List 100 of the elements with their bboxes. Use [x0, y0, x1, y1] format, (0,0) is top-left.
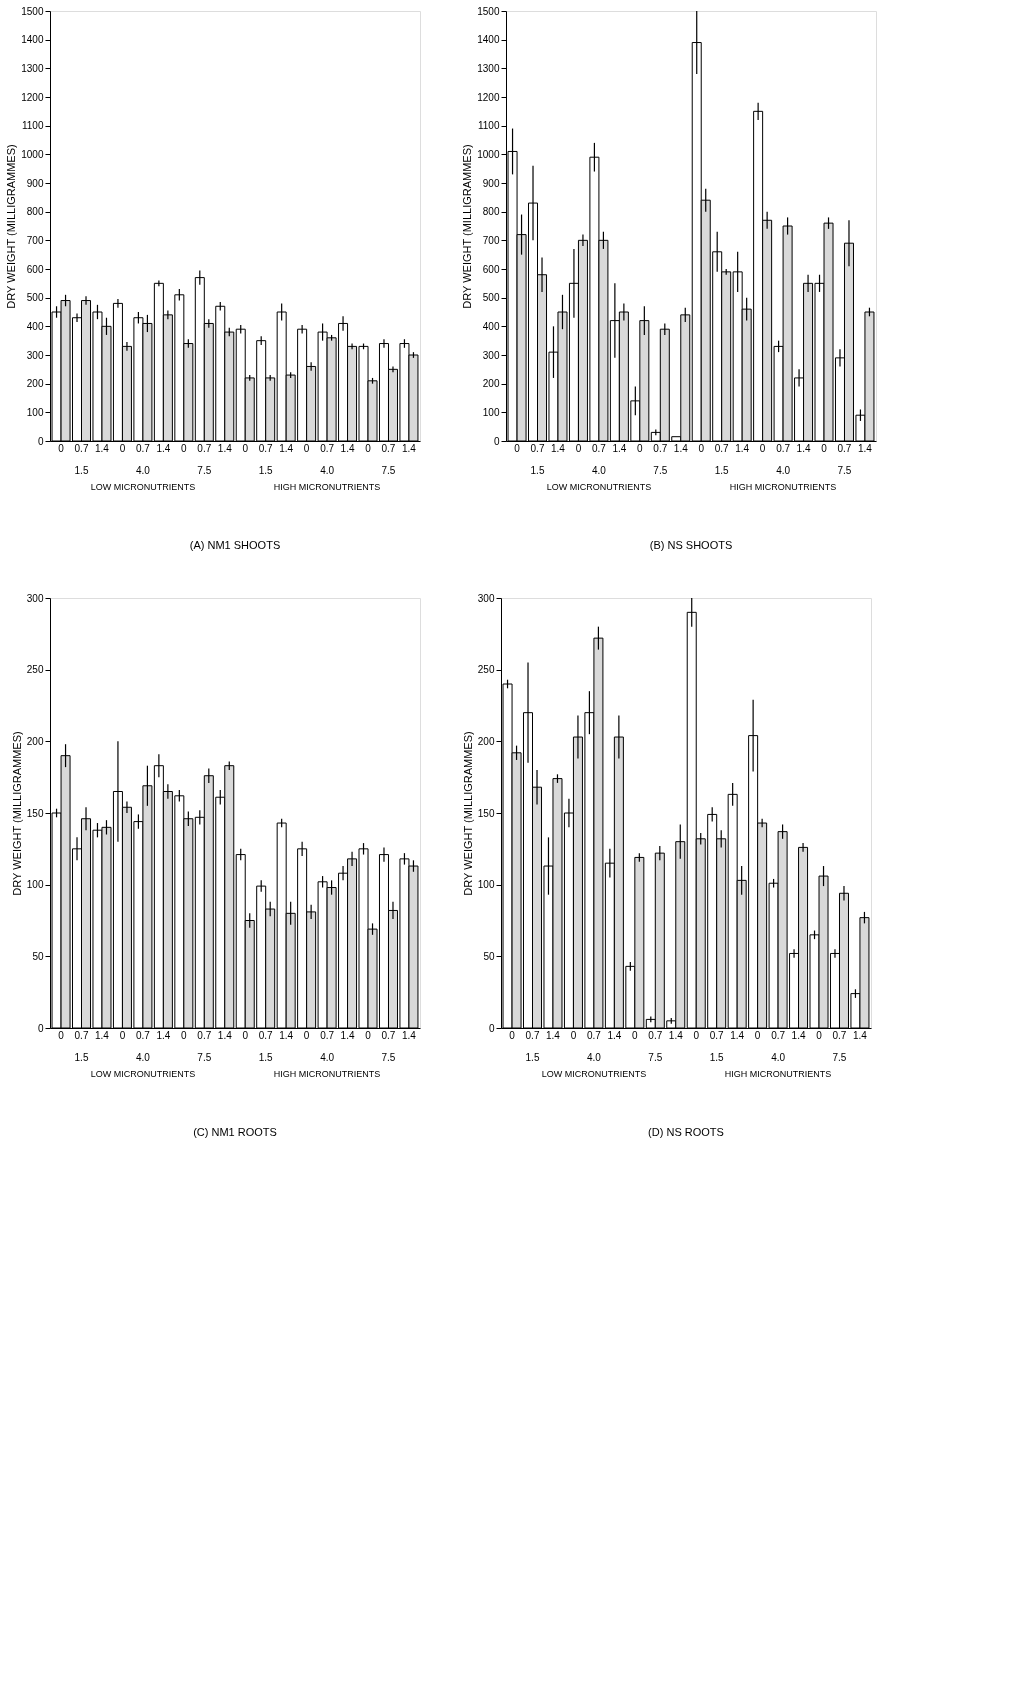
- x-tick-label: 1.4: [95, 1029, 110, 1041]
- x-tick-label: 0: [181, 1029, 188, 1041]
- x-tick-label: 1.4: [791, 1029, 806, 1041]
- x-tick-label: 1.4: [217, 442, 233, 454]
- x-tick-label: 1.4: [735, 442, 750, 454]
- y-tick-label: 1400: [21, 34, 44, 46]
- y-tick-label: 150: [477, 807, 495, 819]
- y-tick-label: 900: [482, 177, 500, 189]
- y-tick-label: 1400: [477, 34, 500, 46]
- x-tick-label: 1.4: [607, 1029, 622, 1041]
- y-tick-label: 400: [26, 320, 44, 332]
- y-tick-label: 1000: [21, 148, 44, 160]
- x-tick-label: 0.7: [714, 442, 730, 454]
- y-tick-label: 800: [482, 206, 500, 218]
- y-tick-label: 1200: [477, 91, 500, 103]
- x-tick-label: 0.7: [258, 442, 274, 454]
- y-tick-label: 1100: [21, 120, 44, 132]
- x-tick-label: 0.7: [197, 1029, 212, 1041]
- y-tick-label: 1300: [477, 62, 500, 74]
- x-tick-label: 0: [365, 1029, 372, 1041]
- x-tick-label: 0.7: [591, 442, 607, 454]
- y-axis-title: DRY WEIGHT (MILLIGRAMMES): [5, 144, 18, 309]
- x-tick-label: 1.4: [673, 442, 689, 454]
- x-tick-label: 1.4: [796, 442, 811, 454]
- y-tick-label: 50: [483, 950, 495, 962]
- text: 7.5: [381, 1052, 396, 1063]
- x-tick-label: 0.7: [197, 442, 212, 454]
- text: 7.5: [832, 1052, 847, 1063]
- y-tick-label: 700: [482, 234, 500, 246]
- x-tick-label: 0: [242, 442, 249, 454]
- y-tick-label: 800: [26, 206, 44, 218]
- x-tick-label: 0.7: [258, 1029, 274, 1041]
- x-tick-label: 1.4: [730, 1029, 745, 1041]
- x-tick-label: 0: [58, 1029, 65, 1041]
- y-tick-label: 1300: [21, 62, 44, 74]
- x-tick-label: 0: [575, 442, 582, 454]
- text: 4.0: [135, 465, 151, 476]
- x-tick-label: 1.4: [340, 442, 355, 454]
- x-tick-label: 1.4: [668, 1029, 684, 1041]
- y-tick-label: 1500: [21, 5, 44, 17]
- text: 1.5: [530, 465, 545, 476]
- y-tick-label: 150: [26, 807, 44, 819]
- x-tick-label: 0.7: [530, 442, 545, 454]
- x-tick-label: 1.4: [217, 1029, 233, 1041]
- x-tick-label: 0: [181, 442, 188, 454]
- x-tick-label: 0.7: [135, 1029, 151, 1041]
- x-tick-label: 0.7: [648, 1029, 663, 1041]
- y-tick-label: 1000: [477, 148, 500, 160]
- text: 1.5: [525, 1052, 540, 1063]
- y-tick-label: 1100: [477, 120, 500, 132]
- y-tick-label: 100: [477, 879, 495, 891]
- text: LOW MICRONUTRIENTS: [90, 482, 196, 492]
- y-tick-label: 200: [26, 735, 44, 747]
- x-tick-label: 1.4: [279, 442, 294, 454]
- y-tick-label: 250: [477, 664, 495, 676]
- x-tick-label: 0: [242, 1029, 249, 1041]
- x-tick-label: 1.4: [95, 442, 110, 454]
- text: LOW MICRONUTRIENTS: [541, 1069, 647, 1079]
- text: 4.0: [320, 1052, 335, 1063]
- y-tick-label: 500: [482, 292, 500, 304]
- y-tick-label: 300: [477, 592, 495, 604]
- x-tick-label: 0.7: [586, 1029, 602, 1041]
- y-tick-label: 250: [26, 664, 44, 676]
- y-tick-label: 200: [26, 378, 44, 390]
- x-tick-label: 0: [570, 1029, 577, 1041]
- y-tick-label: 300: [26, 592, 44, 604]
- text: 7.5: [197, 1052, 212, 1063]
- text: HIGH MICRONUTRIENTS: [729, 482, 837, 492]
- x-tick-label: 0: [119, 1029, 126, 1041]
- x-tick-label: 1.4: [858, 442, 873, 454]
- x-tick-label: 0.7: [381, 1029, 396, 1041]
- text: 4.0: [776, 465, 791, 476]
- x-tick-label: 0: [514, 442, 521, 454]
- x-tick-label: 0: [759, 442, 766, 454]
- text: (A) NM1 SHOOTS: [189, 539, 281, 551]
- y-axis-title: DRY WEIGHT (MILLIGRAMMES): [461, 144, 474, 309]
- x-tick-label: 1.4: [156, 442, 171, 454]
- text: LOW MICRONUTRIENTS: [546, 482, 652, 492]
- text: 4.0: [135, 1052, 151, 1063]
- text: 1.5: [258, 1052, 274, 1063]
- x-tick-label: 0.7: [776, 442, 791, 454]
- x-tick-label: 0.7: [653, 442, 668, 454]
- y-tick-label: 1500: [477, 5, 500, 17]
- x-tick-label: 0.7: [74, 442, 89, 454]
- text: LOW MICRONUTRIENTS: [90, 1069, 196, 1079]
- x-tick-label: 0.7: [320, 1029, 335, 1041]
- y-tick-label: 200: [482, 378, 500, 390]
- text: 1.5: [709, 1052, 725, 1063]
- text: (C) NM1 ROOTS: [193, 1126, 277, 1138]
- y-tick-label: 1200: [21, 91, 44, 103]
- text: 1.5: [714, 465, 730, 476]
- x-tick-label: 1.4: [156, 1029, 171, 1041]
- x-tick-label: 0: [816, 1029, 823, 1041]
- x-tick-label: 1.4: [551, 442, 566, 454]
- x-tick-label: 0: [632, 1029, 639, 1041]
- text: 4.0: [320, 465, 335, 476]
- y-tick-label: 500: [26, 292, 44, 304]
- x-tick-label: 0: [119, 442, 126, 454]
- x-tick-label: 1.4: [279, 1029, 294, 1041]
- y-tick-label: 400: [482, 320, 500, 332]
